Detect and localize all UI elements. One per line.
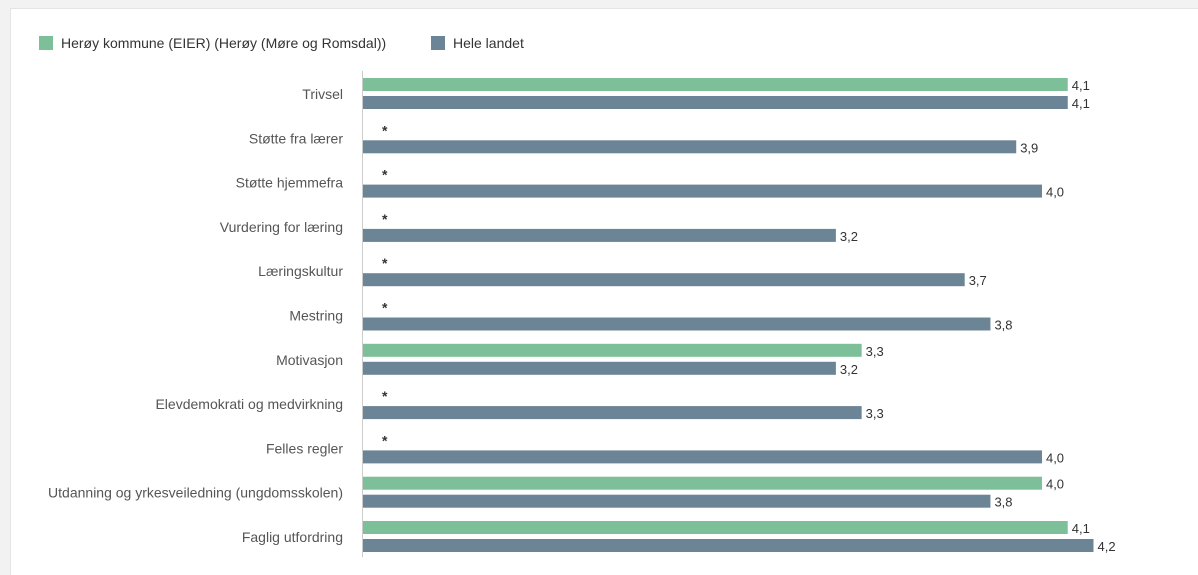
bar-series2[interactable]	[363, 140, 1017, 154]
data-label: 3,3	[866, 406, 884, 421]
data-label: 3,9	[1020, 140, 1038, 155]
data-label-suppressed: *	[382, 300, 388, 316]
bar-series2[interactable]	[363, 273, 965, 287]
legend: Herøy kommune (EIER) (Herøy (Møre og Rom…	[39, 35, 524, 51]
data-label: 4,0	[1046, 477, 1064, 492]
data-label-suppressed: *	[382, 122, 388, 138]
bar-series1[interactable]	[363, 78, 1068, 91]
bar-series2[interactable]	[363, 184, 1042, 198]
data-label: 3,2	[840, 362, 858, 377]
bar-series1[interactable]	[363, 476, 1042, 490]
category-label: Trivsel	[302, 86, 343, 102]
data-label: 4,1	[1072, 521, 1090, 536]
data-label-suppressed: *	[382, 432, 388, 448]
data-label: 3,8	[994, 318, 1012, 333]
legend-label-2[interactable]: Hele landet	[453, 35, 524, 51]
category-label: Elevdemokrati og medvirkning	[155, 396, 343, 412]
data-label: 4,1	[1072, 78, 1090, 93]
data-label: 4,0	[1046, 450, 1064, 465]
category-label: Utdanning og yrkesveiledning (ungdomssko…	[48, 485, 343, 501]
category-label: Støtte fra lærer	[249, 130, 343, 146]
data-label: 4,0	[1046, 185, 1064, 200]
legend-swatch-2[interactable]	[431, 36, 445, 50]
bar-series2[interactable]	[363, 228, 836, 242]
data-label-suppressed: *	[382, 211, 388, 227]
bar-series2[interactable]	[363, 450, 1042, 464]
chart-panel: Herøy kommune (EIER) (Herøy (Møre og Rom…	[10, 8, 1198, 575]
data-label-suppressed: *	[382, 167, 388, 183]
category-label: Felles regler	[266, 440, 343, 456]
category-label: Vurdering for læring	[220, 219, 343, 235]
category-label: Læringskultur	[258, 263, 343, 279]
category-label: Motivasjon	[276, 352, 343, 368]
data-label: 3,2	[840, 229, 858, 244]
data-label-suppressed: *	[382, 255, 388, 271]
category-label: Mestring	[289, 308, 343, 324]
bar-series2[interactable]	[363, 494, 991, 508]
category-labels: Trivsel Støtte fra lærer Støtte hjemmefra V…	[48, 86, 343, 545]
bars-group: 4,1 4,1 * 3,9 * 4,0 * 3,2 * 3,7 * 3,8 3,3 3,2 * 3,3 * 4,0…	[363, 78, 1116, 554]
legend-swatch-1[interactable]	[39, 36, 53, 50]
bar-series2[interactable]	[363, 361, 836, 375]
bar-series2[interactable]	[363, 317, 991, 331]
data-label: 4,2	[1098, 539, 1116, 554]
bar-series2[interactable]	[363, 539, 1094, 552]
bar-series1[interactable]	[363, 343, 862, 357]
data-label-suppressed: *	[382, 388, 388, 404]
legend-label-1[interactable]: Herøy kommune (EIER) (Herøy (Møre og Rom…	[61, 35, 386, 51]
bar-series2[interactable]	[363, 96, 1068, 109]
category-label: Faglig utfordring	[242, 529, 343, 545]
data-label: 3,3	[866, 344, 884, 359]
data-label: 4,1	[1072, 96, 1090, 111]
data-label: 3,8	[994, 495, 1012, 510]
bar-series1[interactable]	[363, 521, 1068, 534]
bar-series2[interactable]	[363, 406, 862, 420]
category-label: Støtte hjemmefra	[236, 175, 344, 191]
data-label: 3,7	[969, 273, 987, 288]
bar-chart: Herøy kommune (EIER) (Herøy (Møre og Rom…	[39, 35, 1116, 557]
